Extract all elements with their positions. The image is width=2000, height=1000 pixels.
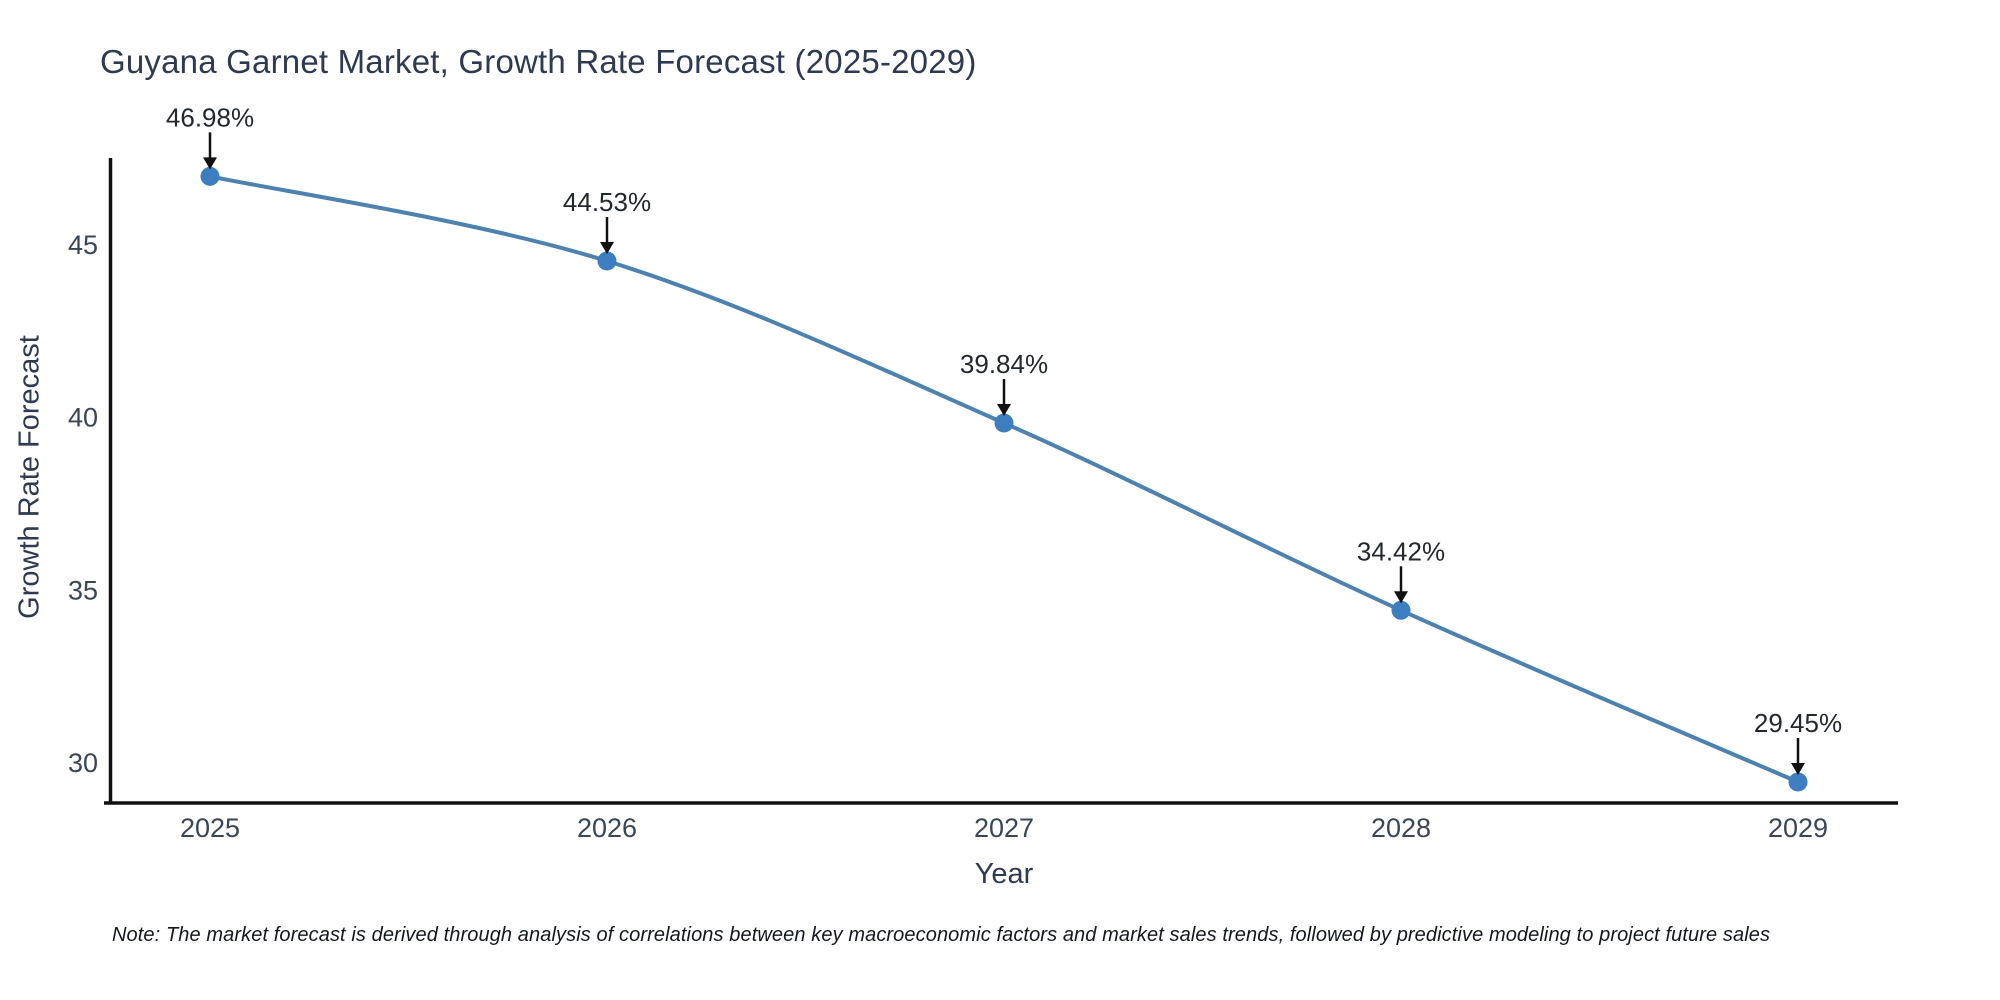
x-tick-label: 2027	[974, 813, 1034, 843]
y-tick-label: 40	[68, 403, 98, 433]
annotation-arrow-head	[600, 241, 614, 254]
annotation-arrow-head	[1791, 763, 1805, 776]
data-point-label: 39.84%	[960, 349, 1048, 379]
data-point-label: 44.53%	[563, 187, 651, 217]
chart-title: Guyana Garnet Market, Growth Rate Foreca…	[100, 43, 977, 80]
y-tick-label: 30	[68, 748, 98, 778]
data-point-label: 34.42%	[1357, 536, 1445, 566]
chart-footnote: Note: The market forecast is derived thr…	[112, 924, 1771, 946]
x-tick-label: 2028	[1371, 813, 1431, 843]
data-point-marker	[994, 413, 1014, 433]
data-point-marker	[597, 251, 617, 271]
annotation-arrow-head	[997, 404, 1011, 417]
y-tick-label: 35	[68, 575, 98, 605]
data-point-marker	[1391, 600, 1411, 620]
y-tick-label: 45	[68, 230, 98, 260]
forecast-line	[208, 174, 1800, 785]
data-point-marker	[200, 166, 220, 186]
x-tick-label: 2025	[180, 813, 240, 843]
data-point-label: 46.98%	[166, 102, 254, 132]
annotation-arrow-head	[1394, 591, 1408, 604]
data-point-label: 29.45%	[1754, 708, 1842, 738]
x-axis-title: Year	[974, 858, 1034, 890]
annotation-arrow-head	[203, 157, 217, 170]
data-point-marker	[1788, 772, 1808, 792]
x-tick-label: 2029	[1768, 813, 1828, 843]
x-tick-label: 2026	[577, 813, 637, 843]
